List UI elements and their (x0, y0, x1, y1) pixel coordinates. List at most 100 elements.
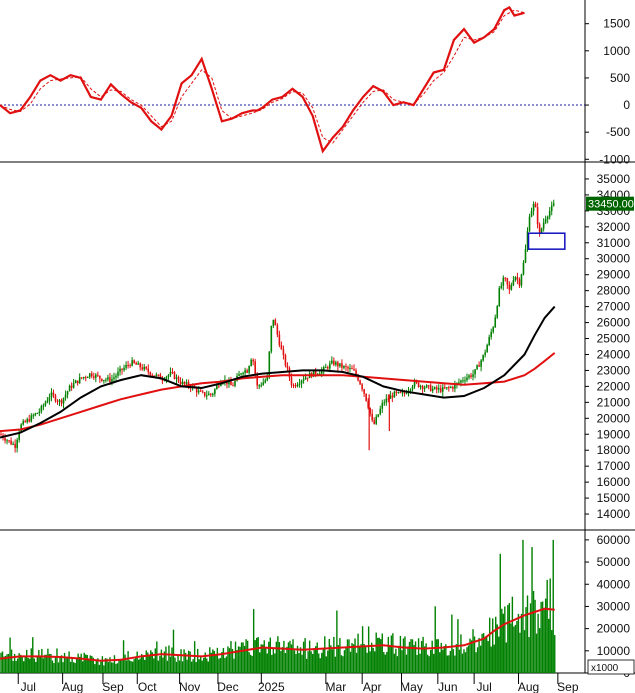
candle-body (482, 354, 484, 361)
volume-bar (290, 644, 293, 673)
vol-y-tick-label: 50000 (597, 555, 631, 569)
volume-bar (57, 662, 60, 673)
vol-y-tick-label: 30000 (597, 599, 631, 613)
candle-body (304, 377, 307, 380)
candle-body (427, 385, 430, 387)
volume-bar (115, 663, 117, 673)
volume-bar (529, 603, 532, 673)
candle-body (347, 367, 349, 369)
x-tick-label: 2025 (258, 680, 285, 693)
volume-bar (405, 654, 408, 673)
volume-bar (213, 650, 216, 673)
candle-body (353, 369, 355, 371)
volume-bar (484, 638, 486, 673)
candle-body (452, 386, 454, 389)
volume-bar (517, 613, 520, 673)
candle-body (385, 398, 388, 403)
volume-bar (234, 641, 237, 673)
volume-bar (7, 653, 10, 673)
candle-body (518, 279, 521, 286)
volume-bar (469, 638, 471, 673)
volume-bar (137, 659, 140, 673)
volume-bar (275, 641, 278, 673)
candles (0, 199, 555, 453)
volume-bar (24, 655, 26, 673)
candle-body (389, 395, 392, 399)
volume-bar (13, 653, 16, 673)
volume-unit-label: x1000 (591, 663, 619, 674)
volume-bar (68, 651, 70, 673)
candle-body (284, 355, 287, 366)
volume-bar (493, 644, 495, 673)
volume-bar (534, 599, 536, 673)
volume-bar (51, 660, 54, 673)
candle-body (357, 375, 359, 381)
candle-body (393, 391, 396, 398)
volume-bar (390, 635, 393, 673)
volume-bar (339, 638, 341, 673)
candle-body (76, 380, 79, 384)
volume-average-line (0, 607, 555, 662)
volume-bar (319, 658, 321, 673)
volume-bar (39, 655, 42, 673)
osc-signal-line (0, 9, 525, 144)
price-y-tick-label: 29000 (597, 268, 631, 282)
volume-bar (383, 651, 385, 673)
volume-bar (144, 659, 146, 673)
candle-body (167, 375, 170, 377)
volume-bar (541, 601, 544, 673)
volume-bar (139, 658, 141, 673)
candle-body (339, 363, 341, 367)
candle-body (101, 378, 103, 381)
volume-bar (163, 651, 166, 673)
volume-bar (150, 650, 152, 673)
candle-body (242, 372, 244, 374)
price-y-tick-label: 31000 (597, 236, 631, 250)
candle-body (480, 360, 482, 367)
candle-body (502, 277, 505, 286)
volume-bar (201, 660, 203, 673)
volume-bar (358, 646, 361, 673)
volume-bar (98, 664, 101, 673)
volume-bar (361, 626, 364, 673)
volume-bar (283, 640, 285, 673)
candle-body (478, 365, 480, 367)
volume-bar (97, 658, 99, 673)
volume-bar (498, 636, 500, 673)
volume-bar (41, 648, 43, 673)
volume-bar (100, 661, 102, 673)
candle-body (276, 325, 279, 335)
volume-bar (89, 655, 91, 673)
candle-body (119, 368, 121, 372)
candle-body (117, 371, 119, 376)
volume-bar (433, 653, 435, 673)
volume-bar (428, 656, 430, 673)
volume-bar (134, 657, 137, 673)
candle-body (476, 365, 478, 370)
volume-bar (422, 636, 424, 673)
volume-bar (159, 656, 161, 673)
price-y-tick-label: 28000 (597, 284, 631, 298)
volume-bar (387, 636, 390, 673)
candle-body (74, 380, 77, 384)
candle-body (498, 288, 501, 307)
candle-body (244, 370, 246, 373)
candle-body (8, 440, 10, 442)
volume-bar (59, 657, 61, 673)
volume-bar (262, 644, 264, 673)
candle-body (280, 345, 283, 350)
x-tick-label: May (400, 680, 423, 693)
volume-bar (178, 660, 181, 673)
volume-bar (231, 649, 234, 673)
volume-bar (91, 655, 93, 673)
candle-body (488, 337, 490, 345)
candle-body (516, 277, 519, 280)
volume-bar (499, 553, 501, 673)
volume-bar (130, 661, 132, 673)
volume-bar (142, 657, 144, 673)
volume-bar (328, 638, 331, 673)
candle-body (99, 375, 101, 379)
volume-bar (29, 658, 31, 673)
candle-body (318, 373, 321, 375)
volume-bar (122, 640, 125, 673)
